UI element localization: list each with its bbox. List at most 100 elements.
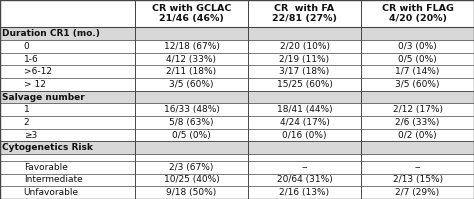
Bar	[248, 174, 361, 186]
Text: 0/5 (0%): 0/5 (0%)	[398, 55, 437, 63]
Bar	[135, 103, 248, 116]
Bar	[248, 154, 361, 161]
Text: 2: 2	[24, 118, 29, 127]
Bar	[248, 65, 361, 78]
Text: 1-6: 1-6	[24, 55, 38, 63]
Bar	[135, 116, 248, 129]
Bar	[361, 0, 474, 27]
Text: 5/8 (63%): 5/8 (63%)	[169, 118, 214, 127]
Text: 10/25 (40%): 10/25 (40%)	[164, 176, 219, 184]
Text: Cytogenetics Risk: Cytogenetics Risk	[2, 143, 93, 152]
Text: 1/7 (14%): 1/7 (14%)	[395, 67, 440, 76]
Bar	[135, 53, 248, 65]
Bar	[0, 174, 135, 186]
Text: 18/41 (44%): 18/41 (44%)	[277, 105, 332, 114]
Text: 16/33 (48%): 16/33 (48%)	[164, 105, 219, 114]
Text: Intermediate: Intermediate	[24, 176, 82, 184]
Bar	[361, 27, 474, 40]
Bar	[248, 0, 361, 27]
Text: 0/5 (0%): 0/5 (0%)	[172, 131, 211, 140]
Bar	[0, 27, 135, 40]
Bar	[135, 27, 248, 40]
Bar	[361, 53, 474, 65]
Text: --: --	[301, 163, 308, 172]
Text: 0: 0	[24, 42, 29, 51]
Text: Duration CR1 (mo.): Duration CR1 (mo.)	[2, 29, 100, 38]
Bar	[0, 141, 135, 154]
Bar	[248, 40, 361, 53]
Text: 15/25 (60%): 15/25 (60%)	[277, 80, 332, 89]
Bar	[361, 174, 474, 186]
Bar	[135, 91, 248, 103]
Text: Salvage number: Salvage number	[2, 93, 85, 101]
Text: ≥3: ≥3	[24, 131, 37, 140]
Text: 2/13 (15%): 2/13 (15%)	[392, 176, 443, 184]
Text: >6-12: >6-12	[24, 67, 52, 76]
Text: 2/20 (10%): 2/20 (10%)	[280, 42, 329, 51]
Text: 0/16 (0%): 0/16 (0%)	[283, 131, 327, 140]
Text: 2/16 (13%): 2/16 (13%)	[280, 188, 329, 197]
Bar	[0, 154, 135, 161]
Text: 3/17 (18%): 3/17 (18%)	[279, 67, 330, 76]
Text: 2/11 (18%): 2/11 (18%)	[166, 67, 217, 76]
Bar	[135, 141, 248, 154]
Bar	[361, 129, 474, 141]
Bar	[248, 103, 361, 116]
Text: 20/64 (31%): 20/64 (31%)	[277, 176, 332, 184]
Text: 9/18 (50%): 9/18 (50%)	[166, 188, 217, 197]
Bar	[135, 174, 248, 186]
Bar	[361, 186, 474, 199]
Text: 2/3 (67%): 2/3 (67%)	[169, 163, 214, 172]
Bar	[248, 78, 361, 91]
Text: Unfavorable: Unfavorable	[24, 188, 79, 197]
Bar	[135, 161, 248, 174]
Bar	[135, 65, 248, 78]
Bar	[248, 129, 361, 141]
Text: 3/5 (60%): 3/5 (60%)	[169, 80, 214, 89]
Text: > 12: > 12	[24, 80, 46, 89]
Bar	[0, 65, 135, 78]
Text: CR with GCLAC
21/46 (46%): CR with GCLAC 21/46 (46%)	[152, 4, 231, 23]
Bar	[361, 161, 474, 174]
Bar	[0, 53, 135, 65]
Bar	[135, 129, 248, 141]
Bar	[0, 91, 135, 103]
Text: 0/3 (0%): 0/3 (0%)	[398, 42, 437, 51]
Bar	[135, 154, 248, 161]
Text: 2/19 (11%): 2/19 (11%)	[280, 55, 329, 63]
Bar	[0, 116, 135, 129]
Text: 4/24 (17%): 4/24 (17%)	[280, 118, 329, 127]
Bar	[135, 40, 248, 53]
Bar	[361, 78, 474, 91]
Bar	[135, 78, 248, 91]
Bar	[135, 0, 248, 27]
Bar	[248, 116, 361, 129]
Text: 2/7 (29%): 2/7 (29%)	[395, 188, 440, 197]
Bar	[248, 161, 361, 174]
Bar	[248, 27, 361, 40]
Bar	[361, 65, 474, 78]
Text: 2/12 (17%): 2/12 (17%)	[392, 105, 443, 114]
Text: CR with FLAG
4/20 (20%): CR with FLAG 4/20 (20%)	[382, 4, 454, 23]
Bar	[248, 141, 361, 154]
Text: --: --	[414, 163, 421, 172]
Text: 3/5 (60%): 3/5 (60%)	[395, 80, 440, 89]
Bar	[361, 103, 474, 116]
Bar	[0, 129, 135, 141]
Bar	[361, 141, 474, 154]
Text: Favorable: Favorable	[24, 163, 68, 172]
Text: 1: 1	[24, 105, 29, 114]
Bar	[248, 91, 361, 103]
Bar	[135, 186, 248, 199]
Bar	[248, 186, 361, 199]
Text: 0/2 (0%): 0/2 (0%)	[398, 131, 437, 140]
Bar	[0, 78, 135, 91]
Text: CR  with FA
22/81 (27%): CR with FA 22/81 (27%)	[272, 4, 337, 23]
Bar	[0, 40, 135, 53]
Text: 4/12 (33%): 4/12 (33%)	[166, 55, 217, 63]
Bar	[0, 0, 135, 27]
Bar	[0, 161, 135, 174]
Bar	[248, 53, 361, 65]
Bar	[0, 186, 135, 199]
Bar	[361, 116, 474, 129]
